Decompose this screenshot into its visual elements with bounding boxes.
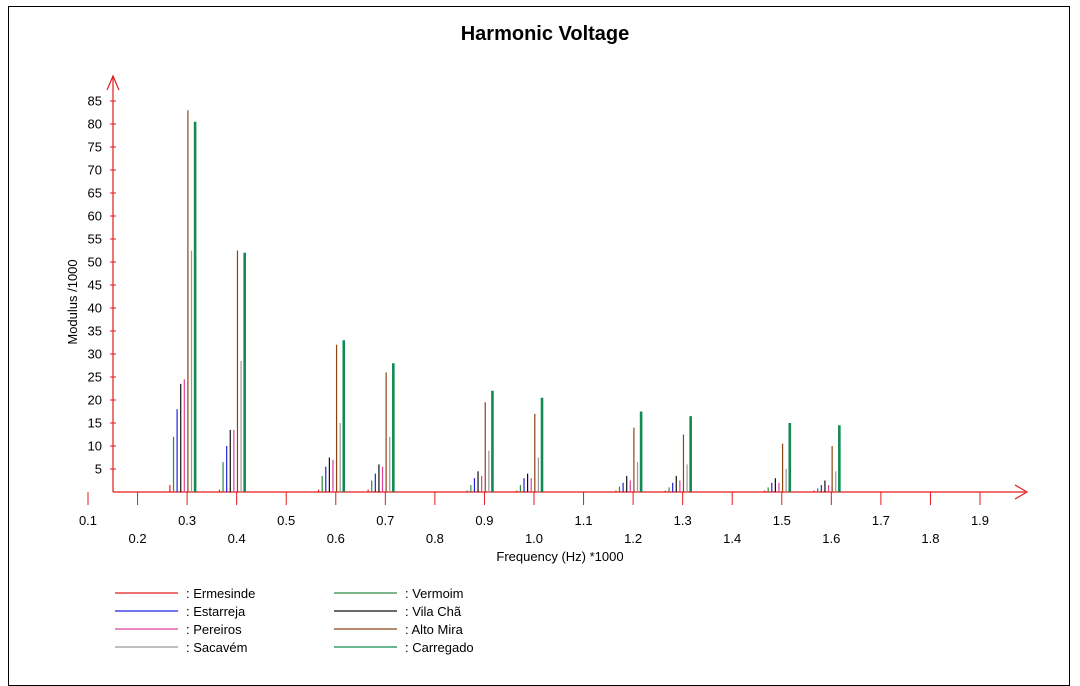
y-tick-label: 30 (88, 347, 102, 362)
y-tick-label: 50 (88, 255, 102, 270)
legend-entry: : Sacavém (186, 640, 247, 655)
x-tick-label: 0.3 (178, 513, 196, 528)
x-tick-label: 1.1 (575, 513, 593, 528)
x-axis-arrow (1014, 484, 1029, 500)
legend-entry: : Carregado (405, 640, 474, 655)
x-tick-label: 0.2 (129, 531, 147, 546)
x-tick-label: 0.1 (79, 513, 97, 528)
legend-entry: : Vermoim (405, 586, 464, 601)
y-tick-label: 55 (88, 232, 102, 247)
legend-entry: : Pereiros (186, 622, 242, 637)
x-axis-label: Frequency (Hz) *1000 (496, 549, 623, 564)
legend-entry: : Estarreja (186, 604, 246, 619)
legend-entry: : Vila Chã (405, 604, 462, 619)
bars (169, 110, 841, 492)
y-tick-label: 15 (88, 416, 102, 431)
legend-entry: : Alto Mira (405, 622, 464, 637)
x-tick-label: 1.8 (921, 531, 939, 546)
y-tick-label: 75 (88, 140, 102, 155)
x-tick-label: 1.2 (624, 531, 642, 546)
x-tick-label: 0.8 (426, 531, 444, 546)
tick-labels: 5 10 15 20 25 30 35 40 45 50 55 60 65 70 75 80 85 0.1 0.3 0… (79, 94, 989, 547)
legend: : Ermesinde : Estarreja : Pereiros : Sacavé… (115, 586, 474, 655)
y-tick-label: 60 (88, 209, 102, 224)
y-axis-arrow (106, 74, 120, 91)
y-tick-label: 45 (88, 278, 102, 293)
x-tick-label: 1.6 (822, 531, 840, 546)
axes (87, 74, 1029, 505)
legend-entry: : Ermesinde (186, 586, 255, 601)
x-tick-label: 0.4 (228, 531, 246, 546)
x-tick-label: 1.4 (723, 531, 741, 546)
x-tick-label: 1.7 (872, 513, 890, 528)
y-tick-label: 20 (88, 393, 102, 408)
y-tick-label: 85 (88, 94, 102, 109)
x-tick-label: 1.9 (971, 513, 989, 528)
y-tick-label: 35 (88, 324, 102, 339)
x-tick-label: 0.9 (475, 513, 493, 528)
x-tick-label: 1.3 (674, 513, 692, 528)
y-tick-label: 25 (88, 370, 102, 385)
y-tick-label: 65 (88, 186, 102, 201)
x-tick-label: 0.7 (376, 513, 394, 528)
x-tick-label: 1.5 (773, 513, 791, 528)
x-tick-label: 1.0 (525, 531, 543, 546)
x-tick-label: 0.6 (327, 531, 345, 546)
y-axis-label: Modulus /1000 (65, 259, 80, 344)
y-tick-label: 40 (88, 301, 102, 316)
y-tick-label: 10 (88, 439, 102, 454)
chart-title: Harmonic Voltage (461, 23, 630, 45)
y-tick-label: 80 (88, 117, 102, 132)
y-tick-label: 5 (95, 462, 102, 477)
x-tick-label: 0.5 (277, 513, 295, 528)
y-tick-label: 70 (88, 163, 102, 178)
